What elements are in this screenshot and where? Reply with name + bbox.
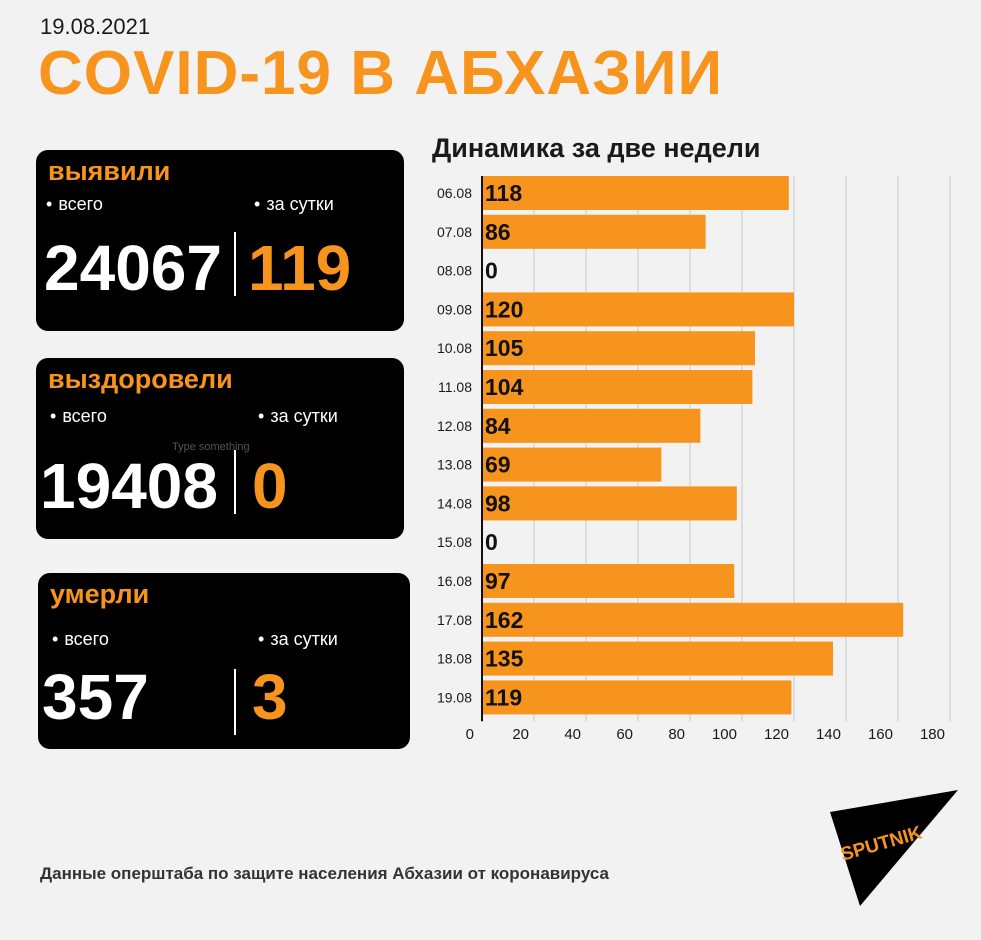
- sputnik-logo: SPUTNIK: [830, 790, 958, 906]
- total-label: всего: [52, 629, 109, 650]
- data-label: 135: [485, 646, 524, 672]
- data-label: 69: [485, 452, 511, 478]
- category-label: 19.08: [437, 689, 472, 705]
- x-tick-label: 120: [764, 726, 789, 743]
- card-divider: [234, 669, 236, 735]
- category-label: 09.08: [437, 301, 472, 317]
- data-label: 0: [485, 258, 498, 284]
- card-divider: [234, 232, 236, 296]
- placeholder-text: Type something: [172, 441, 250, 453]
- bar: [482, 641, 833, 676]
- category-label: 07.08: [437, 224, 472, 240]
- card-detected: выявили всего за сутки 24067 119: [36, 150, 404, 331]
- x-tick-label: 160: [868, 726, 893, 743]
- category-label: 14.08: [437, 495, 472, 511]
- category-label: 17.08: [437, 612, 472, 628]
- total-value: 357: [42, 661, 149, 733]
- data-label: 84: [485, 413, 511, 439]
- bar: [482, 331, 755, 366]
- card-divider: [234, 450, 236, 514]
- daily-value: 0: [252, 450, 288, 522]
- data-label: 104: [485, 374, 524, 400]
- bar: [482, 292, 794, 327]
- bar: [482, 680, 792, 715]
- category-label: 18.08: [437, 651, 472, 667]
- data-label: 0: [485, 529, 498, 555]
- data-label: 119: [485, 684, 522, 710]
- card-deaths: умерли всего за сутки 357 3: [38, 573, 410, 749]
- card-heading: выявили: [48, 156, 171, 186]
- data-label: 120: [485, 296, 523, 322]
- daily-label: за сутки: [254, 194, 333, 215]
- category-label: 08.08: [437, 263, 472, 279]
- daily-value: 119: [248, 232, 352, 304]
- x-tick-label: 20: [512, 726, 529, 743]
- x-tick-label: 140: [816, 726, 841, 743]
- card-heading: выздоровели: [48, 364, 233, 394]
- card-recovered: выздоровели всего за сутки Type somethin…: [36, 358, 404, 539]
- data-label: 162: [485, 607, 523, 633]
- category-label: 12.08: [437, 418, 472, 434]
- page-title: COVID-19 В АБХАЗИИ: [38, 39, 724, 108]
- data-label: 86: [485, 219, 511, 245]
- bar: [482, 408, 701, 443]
- total-value: 19408: [40, 450, 218, 522]
- chart-title: Динамика за две недели: [432, 133, 761, 163]
- bar: [482, 486, 737, 521]
- data-label: 105: [485, 335, 524, 361]
- category-label: 10.08: [437, 340, 472, 356]
- daily-label: за сутки: [258, 629, 337, 650]
- data-label: 97: [485, 568, 511, 594]
- x-tick-label: 60: [616, 726, 633, 743]
- category-label: 16.08: [437, 573, 472, 589]
- x-tick-label: 100: [712, 726, 737, 743]
- total-label: всего: [46, 194, 103, 215]
- total-value: 24067: [44, 232, 222, 304]
- x-tick-label: 0: [466, 726, 474, 743]
- x-tick-label: 40: [564, 726, 581, 743]
- daily-label: за сутки: [258, 406, 337, 427]
- category-label: 15.08: [437, 534, 472, 550]
- source-footer: Данные оперштаба по защите населения Абх…: [40, 864, 609, 883]
- daily-value: 3: [252, 661, 288, 733]
- bar: [482, 176, 789, 210]
- bar: [482, 447, 662, 482]
- x-tick-label: 180: [920, 726, 945, 743]
- date-label: 19.08.2021: [40, 14, 151, 39]
- bar: [482, 564, 735, 598]
- data-label: 98: [485, 490, 511, 516]
- bar: [482, 214, 706, 249]
- data-label: 118: [485, 180, 522, 206]
- x-tick-label: 80: [668, 726, 685, 743]
- total-label: всего: [50, 406, 107, 427]
- card-heading: умерли: [50, 579, 150, 609]
- bar: [482, 370, 753, 404]
- category-label: 11.08: [438, 379, 472, 395]
- category-label: 13.08: [437, 457, 472, 473]
- bar: [482, 602, 904, 637]
- category-label: 06.08: [437, 185, 472, 201]
- bar-chart: 06.08 118 07.08 86 08.08 0 09.08 120 10.08 105 11.…: [437, 176, 951, 743]
